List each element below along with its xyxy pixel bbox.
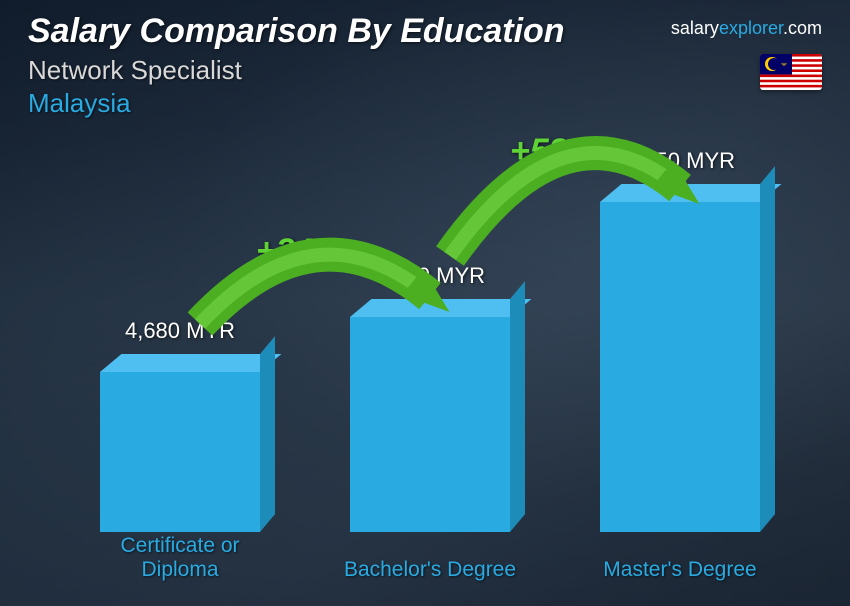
brand-watermark: salaryexplorer.com — [671, 18, 822, 39]
brand-prefix: salary — [671, 18, 719, 38]
brand-suffix: .com — [783, 18, 822, 38]
bar-chart: 4,680 MYRCertificate or Diploma6,290 MYR… — [60, 106, 790, 586]
increase-arrow-icon — [60, 106, 790, 586]
chart-subtitle: Network Specialist — [28, 55, 822, 86]
brand-mid: explorer — [719, 18, 783, 38]
country-flag-icon — [760, 54, 822, 90]
